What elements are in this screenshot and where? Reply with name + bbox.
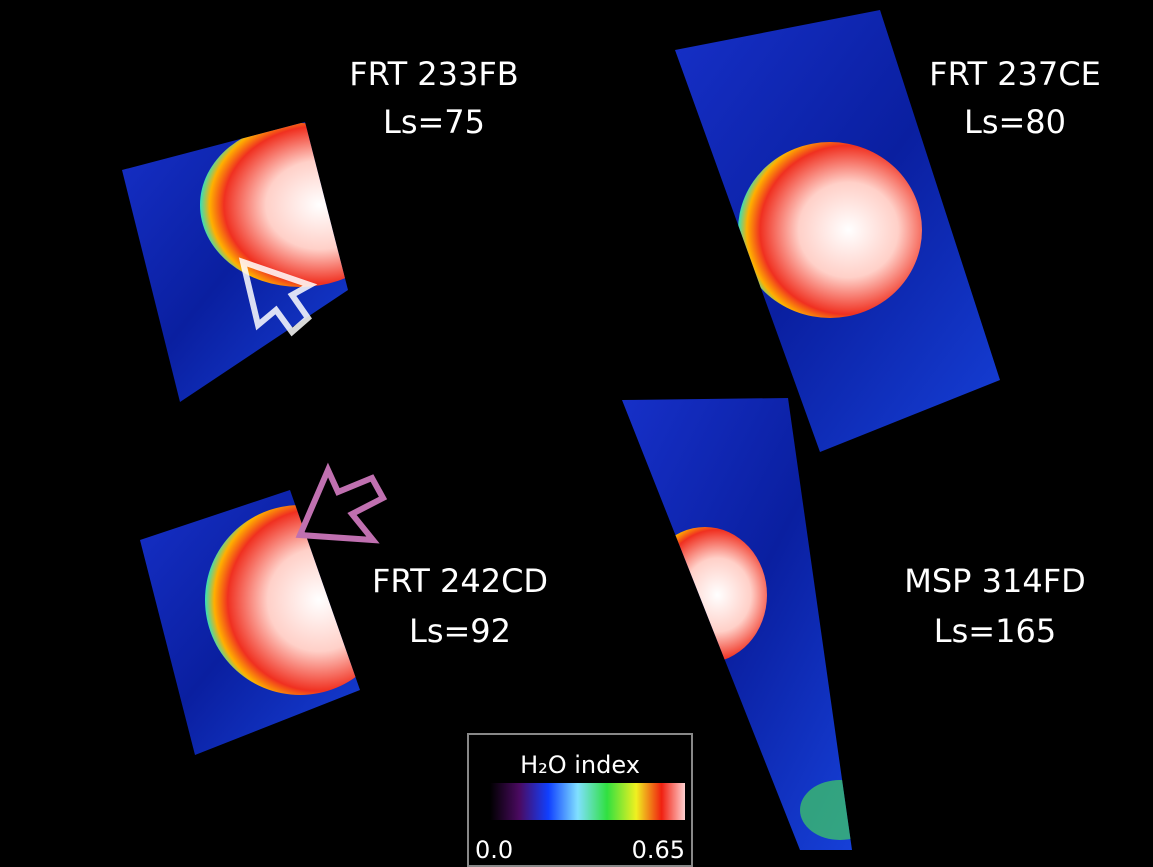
page: FRT 233FB Ls=75 FRT 237CE Ls=80 FRT 242C… xyxy=(0,0,1153,867)
panel-label: MSP 314FD xyxy=(904,562,1086,600)
panel-season: Ls=75 xyxy=(383,103,485,141)
panel-season: Ls=80 xyxy=(964,103,1066,141)
colorbar-gradient xyxy=(490,783,685,820)
panel-image xyxy=(122,122,400,402)
arrow xyxy=(300,470,383,540)
panel-season: Ls=165 xyxy=(934,612,1056,650)
panel-image xyxy=(140,490,395,755)
colorbar-min: 0.0 xyxy=(475,836,513,864)
panel-label: FRT 237CE xyxy=(929,55,1101,93)
colorbar-max: 0.65 xyxy=(632,836,685,864)
figure: FRT 233FB Ls=75 FRT 237CE Ls=80 FRT 242C… xyxy=(0,0,1153,867)
panel-label: FRT 242CD xyxy=(372,562,548,600)
colorbar-title: H₂O index xyxy=(520,751,640,779)
colorbar: H₂O index 0.0 0.65 xyxy=(468,734,692,866)
panel-season: Ls=92 xyxy=(409,612,511,650)
panel-label: FRT 233FB xyxy=(349,55,518,93)
